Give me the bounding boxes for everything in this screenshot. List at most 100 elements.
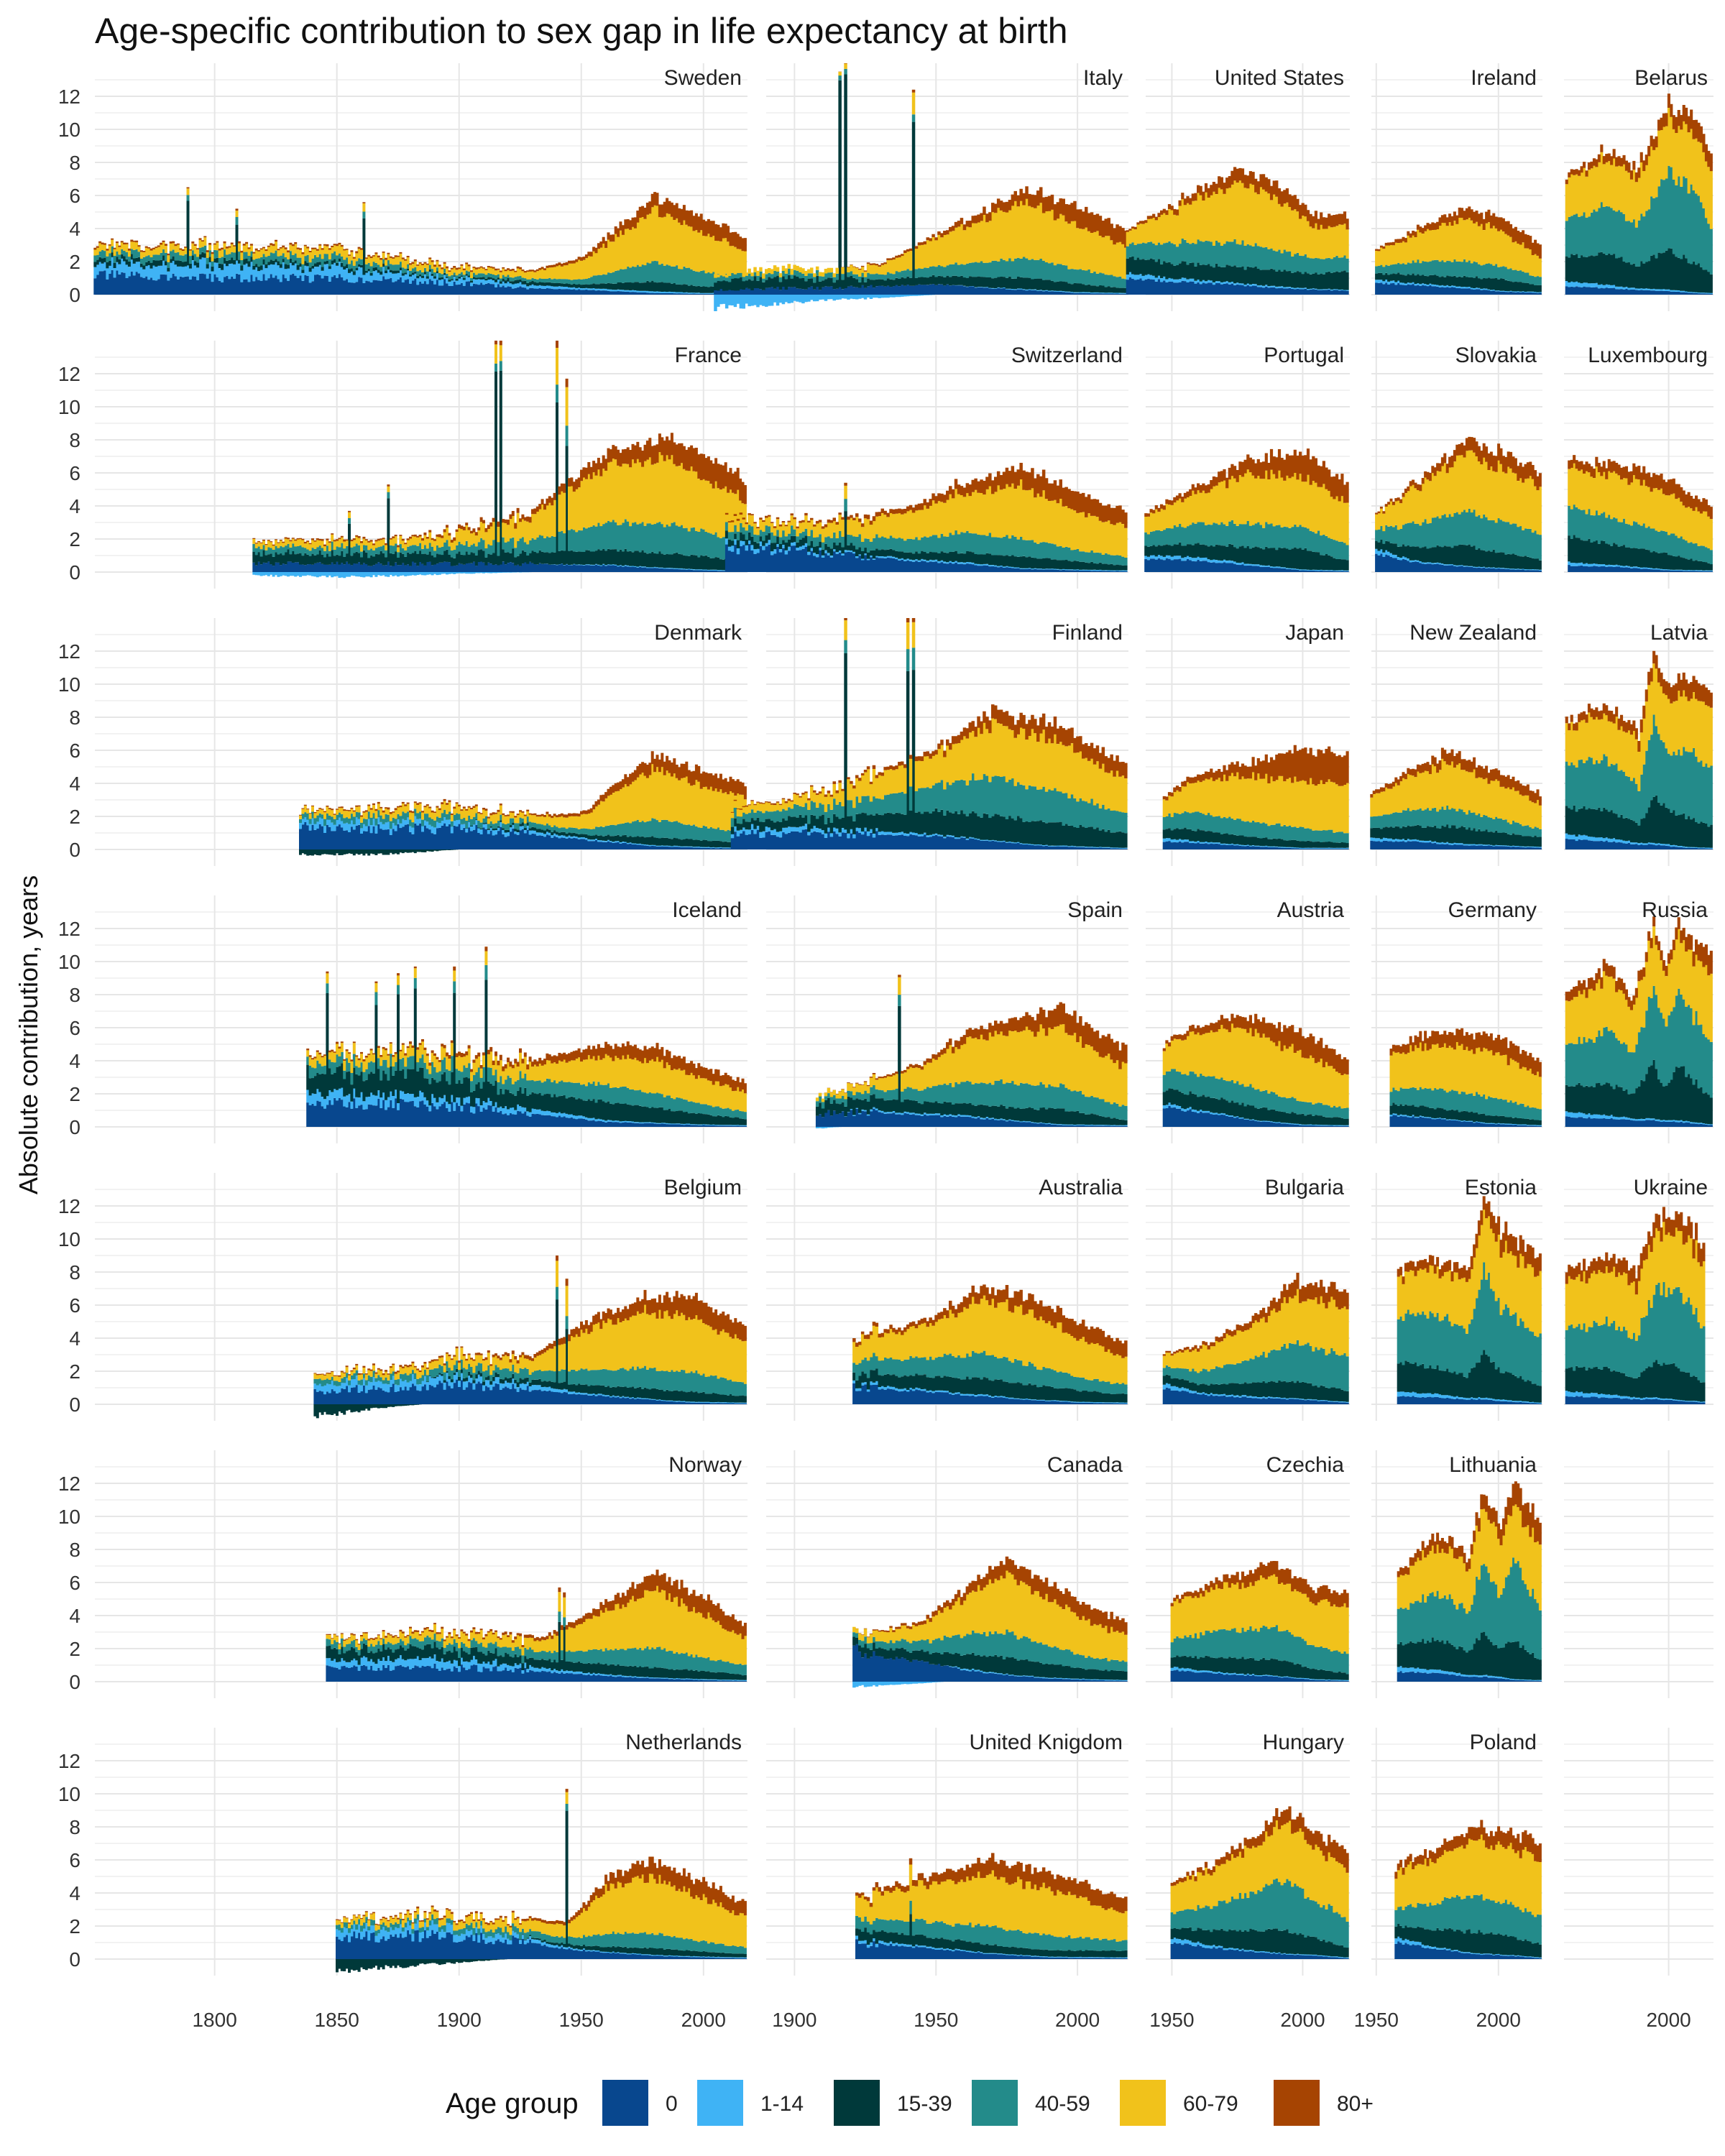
area-15-39: [313, 1299, 747, 1419]
area-60-79: [336, 1792, 747, 1948]
panel-norway: Norway: [326, 1453, 747, 1682]
area-60-79: [852, 1295, 1128, 1385]
area-0: [1162, 841, 1349, 849]
panel-united-knigdom: United Knigdom: [855, 1731, 1128, 1959]
area-80+: [855, 1853, 1128, 1914]
y-tick-label: 4: [69, 1605, 80, 1627]
panel-switzerland: Switzerland: [724, 344, 1128, 572]
area-60-79: [313, 1261, 747, 1384]
area-1-14: [852, 1665, 1128, 1688]
facet-panels: 0 2 4 6 8 10 12 0 2 4 6 8 10 12 0 2 4 6 8 10 12 0 2 4 6 8 10 12 0 2 4 6…: [58, 63, 1714, 1976]
facet-label: Russia: [1642, 898, 1708, 922]
area-40-59: [299, 808, 747, 844]
y-tick-label: 12: [58, 363, 80, 385]
panel-belarus: Belarus: [1565, 66, 1713, 295]
y-tick-label: 12: [58, 918, 80, 940]
panel-netherlands: Netherlands: [336, 1731, 747, 1973]
x-tick-label: 1900: [437, 2009, 482, 2031]
area-1-14: [1568, 561, 1713, 571]
chart-title: Age-specific contribution to sex gap in …: [95, 11, 1068, 51]
area-15-39: [1170, 1655, 1349, 1680]
area-60-79: [252, 344, 747, 553]
area-0: [724, 544, 1128, 572]
area-15-39: [855, 1914, 1128, 1958]
area-60-79: [299, 764, 747, 834]
area-80+: [306, 946, 747, 1094]
area-60-79: [1170, 1574, 1349, 1654]
area-40-59: [1170, 1625, 1349, 1674]
y-tick-label: 4: [69, 773, 80, 795]
area-60-79: [1568, 463, 1713, 550]
area-15-39: [730, 653, 1128, 848]
area-40-59: [1162, 1069, 1349, 1119]
x-tick-label: 1800: [192, 2009, 236, 2031]
y-tick-label: 2: [69, 1360, 80, 1383]
panel-ireland: Ireland: [1375, 66, 1542, 295]
y-tick-label: 2: [69, 251, 80, 273]
area-0: [1389, 1115, 1542, 1127]
area-1-14: [714, 284, 1128, 311]
area-60-79: [93, 188, 747, 280]
area-40-59: [326, 1611, 747, 1676]
facet-label: Switzerland: [1011, 344, 1123, 367]
area-0: [1162, 1387, 1349, 1404]
y-tick-label: 8: [69, 429, 80, 451]
area-80+: [1565, 916, 1713, 1010]
area-80+: [1170, 1806, 1349, 1886]
area-0: [326, 1663, 747, 1682]
y-tick-label: 12: [58, 1750, 80, 1772]
area-60-79: [1565, 926, 1713, 1053]
area-1-14: [1394, 1936, 1542, 1958]
x-tick-label: 2000: [1646, 2009, 1690, 2031]
y-tick-label: 2: [69, 1638, 80, 1660]
area-15-39: [306, 980, 747, 1125]
area-80+: [852, 1284, 1128, 1358]
area-15-39: [1389, 1102, 1542, 1125]
area-60-79: [1170, 1820, 1349, 1922]
area-1-14: [306, 1087, 747, 1126]
legend-label: 80+: [1337, 2092, 1374, 2116]
area-60-79: [1565, 1222, 1706, 1341]
area-0: [1397, 1396, 1542, 1404]
area-0: [852, 1644, 1128, 1682]
area-40-59: [1568, 505, 1713, 565]
area-15-39: [1162, 827, 1349, 848]
panel-grid: [95, 63, 748, 311]
y-tick-label: 8: [69, 1816, 80, 1838]
area-0: [852, 1383, 1128, 1404]
y-axis-title: Absolute contribution, years: [14, 875, 43, 1194]
area-0: [1170, 1942, 1349, 1959]
area-80+: [1375, 206, 1542, 259]
area-15-39: [326, 1621, 747, 1680]
area-40-59: [313, 1286, 747, 1396]
facet-label: Norway: [668, 1453, 742, 1477]
panel-latvia: Latvia: [1565, 621, 1713, 849]
area-15-39: [1162, 1088, 1349, 1125]
panel-lithuania: Lithuania: [1397, 1453, 1542, 1682]
area-80+: [1565, 93, 1713, 185]
y-tick-label: 0: [69, 1116, 80, 1138]
area-60-79: [1394, 1834, 1542, 1917]
area-40-59: [855, 1900, 1128, 1951]
y-tick-label: 2: [69, 1915, 80, 1938]
area-60-79: [730, 620, 1128, 819]
area-1-14: [1375, 280, 1542, 293]
facet-label: Bulgaria: [1265, 1176, 1344, 1199]
area-40-59: [1565, 985, 1713, 1098]
legend: Age group 0 1-14 15-39 40-59 60-79 80+: [446, 2080, 1374, 2126]
legend-swatch: [1274, 2080, 1320, 2126]
legend-swatch: [602, 2080, 648, 2126]
area-80+: [1389, 1028, 1542, 1077]
facet-label: Finland: [1052, 621, 1123, 645]
area-15-39: [1144, 542, 1349, 571]
facet-label: Latvia: [1650, 621, 1708, 645]
area-1-14: [252, 563, 747, 579]
x-tick-label: 1900: [772, 2009, 816, 2031]
panel-belgium: Belgium: [313, 1176, 747, 1419]
panel-united-states: United States: [1126, 66, 1349, 295]
area-80+: [1565, 1207, 1706, 1295]
area-0: [1170, 1669, 1349, 1682]
facet-label: Sweden: [664, 66, 742, 90]
area-40-59: [1375, 508, 1542, 561]
x-tick-label: 1950: [914, 2009, 958, 2031]
